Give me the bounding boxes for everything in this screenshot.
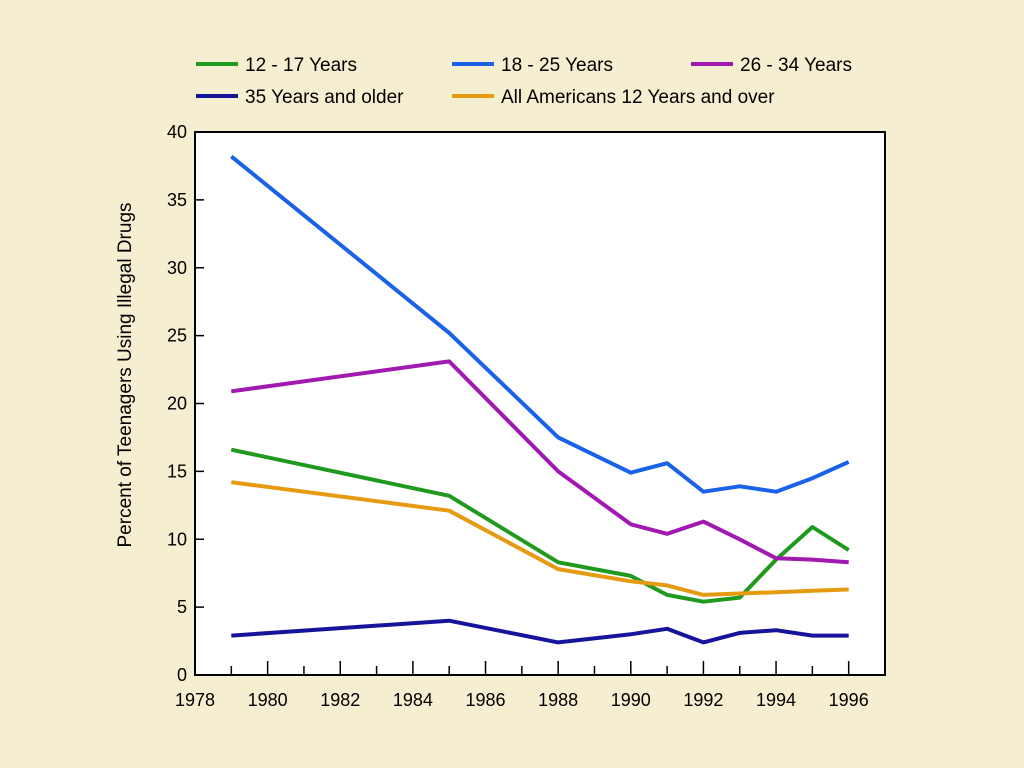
x-axis-tick-labels: 1978 1980 1982 1984 1986 1988 1990 1992 1994 1996	[175, 690, 869, 710]
y-tick-label: 15	[167, 461, 187, 481]
x-tick-label: 1996	[829, 690, 869, 710]
x-tick-label: 1984	[393, 690, 433, 710]
series-line-5	[231, 480, 849, 597]
legend-label: 35 Years and older	[245, 87, 404, 108]
series-line-4	[231, 618, 849, 645]
y-tick-label: 0	[177, 665, 187, 685]
y-tick-label: 20	[167, 394, 187, 414]
x-tick-label: 1982	[320, 690, 360, 710]
x-tick-label: 1992	[683, 690, 723, 710]
series-lines	[230, 154, 850, 645]
x-tick-label: 1980	[248, 690, 288, 710]
legend-label: 26 - 34 Years	[740, 55, 852, 76]
series-line-3	[231, 359, 849, 565]
series-line-1	[230, 447, 850, 604]
y-tick-label: 30	[167, 258, 187, 278]
legend-label: 18 - 25 Years	[501, 55, 613, 76]
x-tick-label: 1988	[538, 690, 578, 710]
x-tick-label: 1978	[175, 690, 215, 710]
legend-label: All Americans 12 Years and over	[501, 87, 775, 108]
y-tick-label: 25	[167, 326, 187, 346]
y-axis-tick-labels: 0 5 10 15 20 25 30 35 40	[167, 122, 187, 685]
x-tick-label: 1994	[756, 690, 796, 710]
y-tick-label: 5	[177, 597, 187, 617]
y-tick-label: 35	[167, 190, 187, 210]
legend: 12 - 17 Years 18 - 25 Years 26 - 34 Years 3…	[196, 55, 852, 108]
legend-label: 12 - 17 Years	[245, 55, 357, 76]
x-tick-label: 1990	[611, 690, 651, 710]
series-line-2	[230, 154, 850, 494]
axis-ticks	[194, 131, 886, 676]
y-tick-label: 40	[167, 122, 187, 142]
y-tick-label: 10	[167, 529, 187, 549]
y-axis-title: Percent of Teenagers Using Illegal Drugs	[115, 202, 136, 547]
x-tick-label: 1986	[466, 690, 506, 710]
